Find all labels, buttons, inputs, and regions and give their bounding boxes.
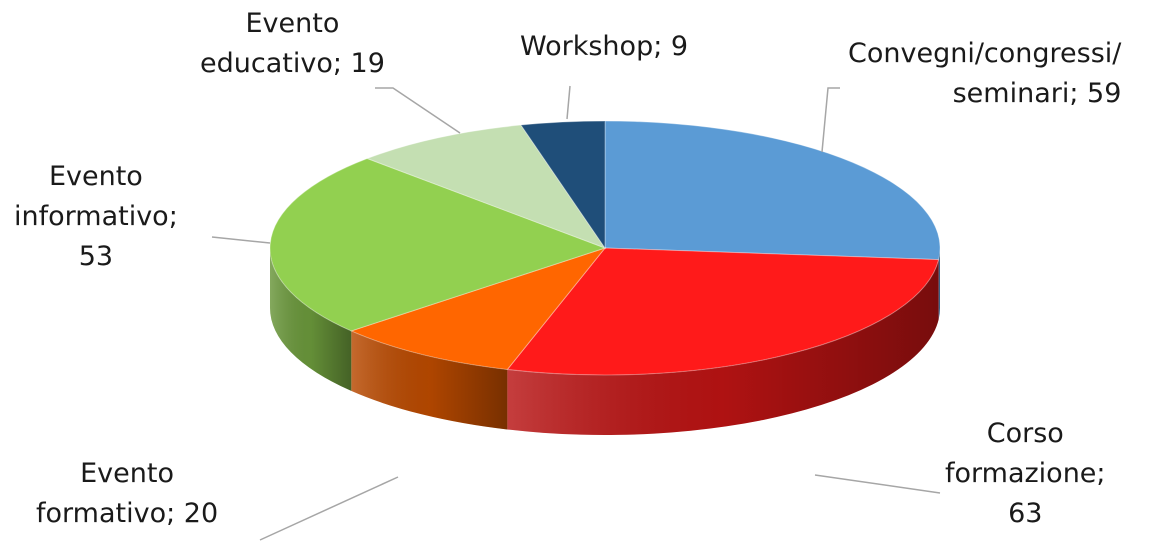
data-label-evento-educativo: Evento educativo; 19 bbox=[200, 8, 385, 79]
pie-3d-tops bbox=[269, 120, 941, 376]
leader-line-evento-formativo bbox=[259, 476, 399, 541]
slice-evento-informativo bbox=[269, 157, 607, 332]
slice-corso-formazione bbox=[506, 247, 940, 376]
slice-side-shade bbox=[351, 330, 508, 430]
slice-side-shade bbox=[270, 248, 352, 391]
leader-line-convegni bbox=[821, 87, 840, 153]
pie-3d-sides bbox=[270, 248, 940, 435]
slice-evento-formativo bbox=[349, 247, 607, 371]
leader-line-evento-informativo bbox=[211, 236, 271, 244]
slice-side-shade bbox=[938, 248, 940, 320]
leader-lines bbox=[211, 85, 941, 541]
data-label-workshop: Workshop; 9 bbox=[520, 31, 689, 62]
leader-line-workshop bbox=[566, 85, 571, 120]
slice-workshop bbox=[520, 120, 606, 250]
leader-line-evento-educativo bbox=[375, 87, 461, 134]
data-label-corso-formazione: Corso formazione; 63 bbox=[945, 418, 1106, 529]
slice-side-shade bbox=[507, 259, 939, 435]
data-label-evento-informativo: Evento informativo; 53 bbox=[14, 161, 178, 272]
data-label-convegni: Convegni/congressi/ seminari; 59 bbox=[848, 38, 1122, 109]
slice-convegni-congressi-seminari bbox=[604, 120, 941, 261]
leader-line-corso-formazione bbox=[814, 474, 941, 494]
data-label-evento-formativo: Evento formativo; 20 bbox=[36, 458, 219, 529]
slice-evento-educativo bbox=[365, 124, 607, 250]
